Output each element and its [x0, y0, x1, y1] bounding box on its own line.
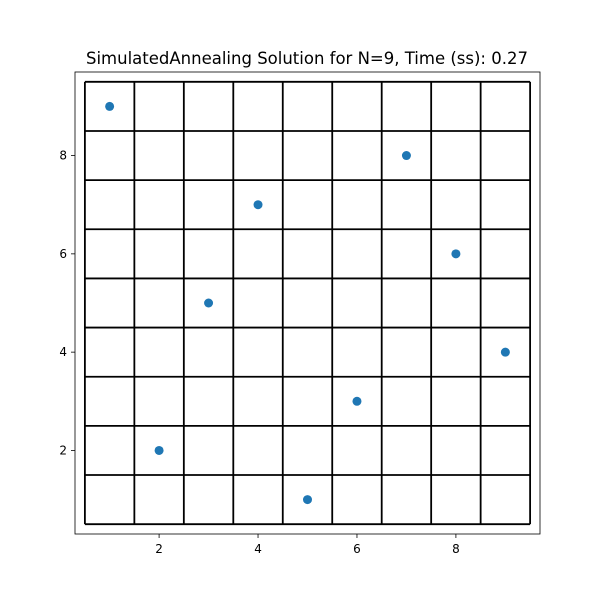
x-axis-ticks: 2 4 6 8 [155, 534, 460, 556]
x-tick-label: 6 [353, 542, 361, 556]
queen-markers [105, 101, 510, 505]
x-tick-label: 2 [155, 542, 163, 556]
queen-point [500, 347, 510, 357]
y-tick-label: 6 [59, 247, 67, 261]
queen-point [204, 298, 214, 308]
y-tick-label: 8 [59, 149, 67, 163]
y-axis-ticks: 2 4 6 8 [59, 149, 75, 457]
x-tick-label: 4 [254, 542, 262, 556]
queen-point [303, 495, 312, 505]
chart-title: SimulatedAnnealing Solution for N=9, Tim… [86, 49, 528, 68]
queen-point [253, 200, 263, 210]
queen-point [105, 101, 115, 111]
axes-frame [74, 71, 541, 535]
x-tick-label: 8 [452, 542, 460, 556]
board-grid [83, 80, 532, 526]
queen-point [451, 249, 461, 259]
queen-point [401, 151, 411, 161]
queen-point [352, 396, 362, 406]
y-tick-label: 2 [59, 443, 67, 457]
queen-point [154, 445, 164, 455]
y-tick-label: 4 [59, 345, 67, 359]
